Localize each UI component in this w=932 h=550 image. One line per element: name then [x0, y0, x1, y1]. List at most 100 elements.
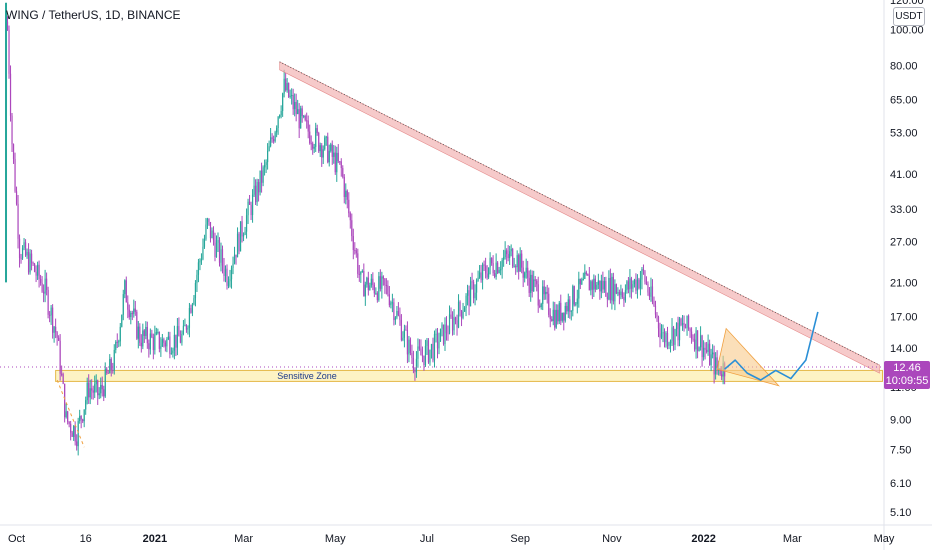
candle-body [704, 347, 706, 350]
candle-body [578, 278, 580, 299]
candle-body [599, 280, 601, 292]
candle-body [411, 352, 413, 358]
candle-body [516, 255, 518, 268]
candle-body [154, 334, 156, 351]
candle-body [91, 388, 93, 391]
candle-body [355, 250, 357, 254]
candle-body [459, 301, 461, 311]
price-axis[interactable]: 120.00 100.00 80.00 65.00 53.00 41.00 33.00 27.… [890, 0, 924, 519]
candle-body [262, 167, 264, 183]
candle-body [76, 441, 78, 447]
candle-body [600, 280, 602, 292]
candle-body [155, 332, 157, 335]
candle-body [26, 251, 28, 256]
candle-body [456, 320, 458, 328]
candle-body [584, 272, 586, 280]
candle-body [561, 312, 563, 321]
candle-body [221, 249, 224, 266]
candle-body [445, 324, 448, 334]
candle-body [369, 285, 371, 291]
candle-body [497, 262, 499, 273]
candle-body [394, 317, 396, 321]
candle-body [509, 251, 511, 259]
candle-body [312, 143, 314, 149]
candle-body [391, 302, 393, 304]
candle-body [173, 334, 175, 351]
candle-body [442, 324, 445, 345]
candle-body [270, 137, 272, 147]
trendline-dotted-edge [279, 61, 880, 366]
y-tick-label: 100.00 [890, 25, 924, 37]
candle-body [475, 280, 478, 293]
candle-body [257, 182, 260, 193]
candle-body [158, 331, 160, 349]
candle-body [668, 343, 670, 346]
candle-body [322, 149, 324, 158]
candle-body [641, 269, 643, 280]
candle-body [128, 309, 130, 318]
candle-body [648, 292, 651, 297]
candle-body [444, 324, 446, 345]
candle-body [89, 388, 91, 398]
candle-body [503, 257, 505, 260]
candle-body [712, 352, 714, 355]
candle-body [660, 333, 663, 338]
candle-body [687, 315, 690, 329]
candle-body [484, 265, 487, 274]
candle-body [575, 303, 577, 305]
candle-body [659, 328, 661, 338]
sensitive-zone-box [55, 369, 883, 382]
candle-body [241, 221, 243, 237]
y-tick-label: 6.10 [890, 478, 911, 490]
candle-body [52, 307, 54, 333]
candle-body [18, 238, 21, 258]
candle-body [716, 357, 718, 369]
y-tick-label: 21.00 [890, 277, 918, 289]
candle-body [621, 291, 624, 298]
candle-body [161, 339, 163, 347]
candle-body [104, 368, 106, 397]
candle-body [289, 95, 291, 97]
candle-body [339, 161, 341, 163]
candle-body [17, 203, 19, 239]
candle-body [214, 240, 216, 258]
candle-body [686, 315, 688, 328]
time-axis[interactable]: Oct 16 2021 Mar May Jul Sep Nov 2022 Mar May [8, 533, 895, 545]
candle-body [702, 347, 705, 358]
candle-body [576, 298, 578, 304]
candle-body [136, 311, 138, 339]
candle-body [525, 267, 527, 273]
candle-body [263, 164, 266, 168]
candle-body [349, 213, 351, 221]
candle-body [70, 423, 72, 433]
x-tick-label: May [874, 533, 895, 545]
candle-body [24, 242, 27, 256]
candle-body [187, 327, 189, 330]
candle-body [632, 284, 634, 289]
candle-body [27, 251, 30, 273]
y-tick-label: 53.00 [890, 127, 918, 139]
candle-body [315, 128, 317, 147]
candle-body [334, 152, 336, 173]
candle-body [300, 108, 302, 129]
candle-body [376, 293, 378, 301]
candle-body [417, 346, 419, 359]
candle-body [133, 308, 135, 314]
candle-body [280, 110, 282, 116]
candle-body [328, 150, 330, 163]
candle-body [163, 339, 165, 343]
candle-body [46, 278, 48, 290]
candle-body [614, 284, 616, 302]
candle-body [653, 301, 655, 306]
candle-body [701, 335, 703, 358]
candle-body [251, 194, 254, 216]
candle-body [522, 267, 524, 278]
candle-body [560, 302, 562, 321]
candle-body [220, 249, 222, 263]
candle-body [41, 283, 43, 292]
currency-unit-button[interactable]: USDT [893, 7, 925, 26]
candle-body [699, 335, 702, 348]
projected-price-path [724, 311, 819, 381]
